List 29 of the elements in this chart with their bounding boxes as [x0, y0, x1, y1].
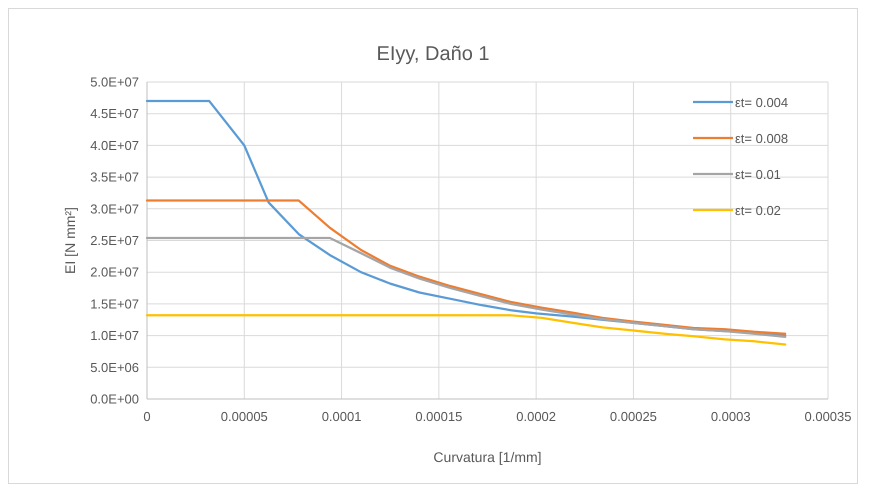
x-tick-label: 0.00015	[415, 409, 462, 424]
x-axis-title: Curvatura [1/mm]	[433, 449, 542, 465]
x-tick-label: 0	[143, 409, 151, 424]
x-tick-label: 0.00005	[220, 409, 268, 424]
x-tick-label: 0.00035	[804, 409, 852, 424]
y-tick-label: 3.5E+07	[90, 170, 139, 185]
legend-label: εt= 0.01	[735, 167, 781, 182]
y-tick-label: 1.0E+07	[90, 328, 139, 344]
y-tick-label: 5.0E+06	[90, 360, 139, 375]
line-series	[146, 199, 786, 335]
legend-label: εt= 0.008	[735, 131, 788, 146]
y-tick-label: 5.0E+07	[90, 74, 139, 90]
x-tick-label: 0.0003	[710, 409, 751, 424]
x-tick-label: 0.0002	[516, 409, 556, 424]
x-tick-label: 0.00025	[610, 409, 657, 424]
y-tick-label: 2.0E+07	[90, 264, 139, 280]
y-tick-label: 4.5E+07	[90, 106, 139, 122]
y-tick-label: 2.5E+07	[90, 233, 139, 248]
line-series	[146, 236, 786, 338]
y-tick-label: 1.5E+07	[90, 296, 139, 312]
legend-label: εt= 0.02	[735, 203, 781, 218]
y-axis-title: EI [N mm²]	[62, 207, 78, 274]
legend-label: εt= 0.004	[735, 95, 788, 110]
line-series	[146, 314, 786, 346]
y-tick-label: 0.0E+00	[90, 392, 139, 406]
y-tick-label: 4.0E+07	[90, 138, 139, 153]
x-tick-label: 0.0001	[322, 409, 362, 424]
y-tick-label: 3.0E+07	[90, 201, 139, 216]
chart-title: EIyy, Daño 1	[376, 43, 490, 65]
